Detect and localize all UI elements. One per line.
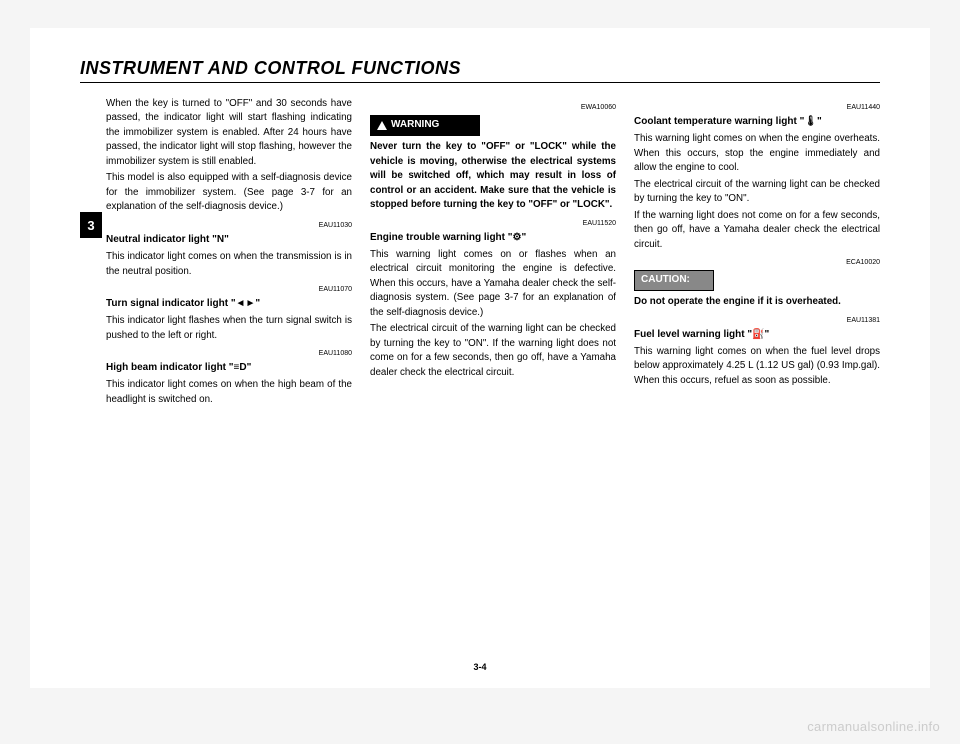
column-2: EWA10060 WARNING Never turn the key to "…: [370, 97, 616, 409]
ref-code: EWA10060: [370, 103, 616, 113]
turn-signal-body: This indicator light flashes when the tu…: [106, 314, 352, 343]
content-area: When the key is turned to "OFF" and 30 s…: [80, 97, 880, 409]
ref-code: EAU11030: [106, 221, 352, 231]
coolant-title: Coolant temperature warning light "🌡": [634, 115, 880, 130]
chapter-tab: 3: [80, 212, 102, 238]
chapter-title: INSTRUMENT AND CONTROL FUNCTIONS: [80, 58, 880, 83]
coolant-body-2: The electrical circuit of the warning li…: [634, 178, 880, 207]
turn-signal-title: Turn signal indicator light "◄►": [106, 297, 352, 312]
engine-trouble-title: Engine trouble warning light "⚙": [370, 231, 616, 246]
warning-body: Never turn the key to "OFF" or "LOCK" wh…: [370, 140, 616, 212]
ref-code: EAU11080: [106, 349, 352, 359]
caution-box: CAUTION:: [634, 270, 714, 291]
ref-code: EAU11070: [106, 285, 352, 295]
caution-body: Do not operate the engine if it is overh…: [634, 295, 880, 309]
column-3: EAU11440 Coolant temperature warning lig…: [634, 97, 880, 409]
coolant-body-3: If the warning light does not come on fo…: [634, 209, 880, 252]
manual-page: INSTRUMENT AND CONTROL FUNCTIONS 3 When …: [30, 28, 930, 688]
ref-code: EAU11440: [634, 103, 880, 113]
para-immobilizer-2: This model is also equipped with a self-…: [106, 171, 352, 214]
high-beam-title: High beam indicator light "≡D": [106, 361, 352, 376]
column-1: When the key is turned to "OFF" and 30 s…: [106, 97, 352, 409]
para-immobilizer-1: When the key is turned to "OFF" and 30 s…: [106, 97, 352, 169]
warning-label: WARNING: [391, 118, 439, 133]
ref-code: EAU11381: [634, 316, 880, 326]
fuel-level-title: Fuel level warning light "⛽": [634, 328, 880, 343]
neutral-light-title: Neutral indicator light "N": [106, 233, 352, 248]
coolant-body-1: This warning light comes on when the eng…: [634, 132, 880, 175]
fuel-level-body: This warning light comes on when the fue…: [634, 345, 880, 388]
neutral-light-body: This indicator light comes on when the t…: [106, 250, 352, 279]
watermark: carmanualsonline.info: [807, 719, 940, 734]
ref-code: EAU11520: [370, 219, 616, 229]
engine-trouble-body-1: This warning light comes on or flashes w…: [370, 248, 616, 320]
warning-box: WARNING: [370, 115, 480, 136]
high-beam-body: This indicator light comes on when the h…: [106, 378, 352, 407]
caution-header: CAUTION:: [635, 271, 713, 290]
ref-code: ECA10020: [634, 258, 880, 268]
text-columns: When the key is turned to "OFF" and 30 s…: [106, 97, 880, 409]
page-number: 3-4: [473, 662, 486, 672]
engine-trouble-body-2: The electrical circuit of the warning li…: [370, 322, 616, 380]
warning-header: WARNING: [371, 116, 479, 135]
